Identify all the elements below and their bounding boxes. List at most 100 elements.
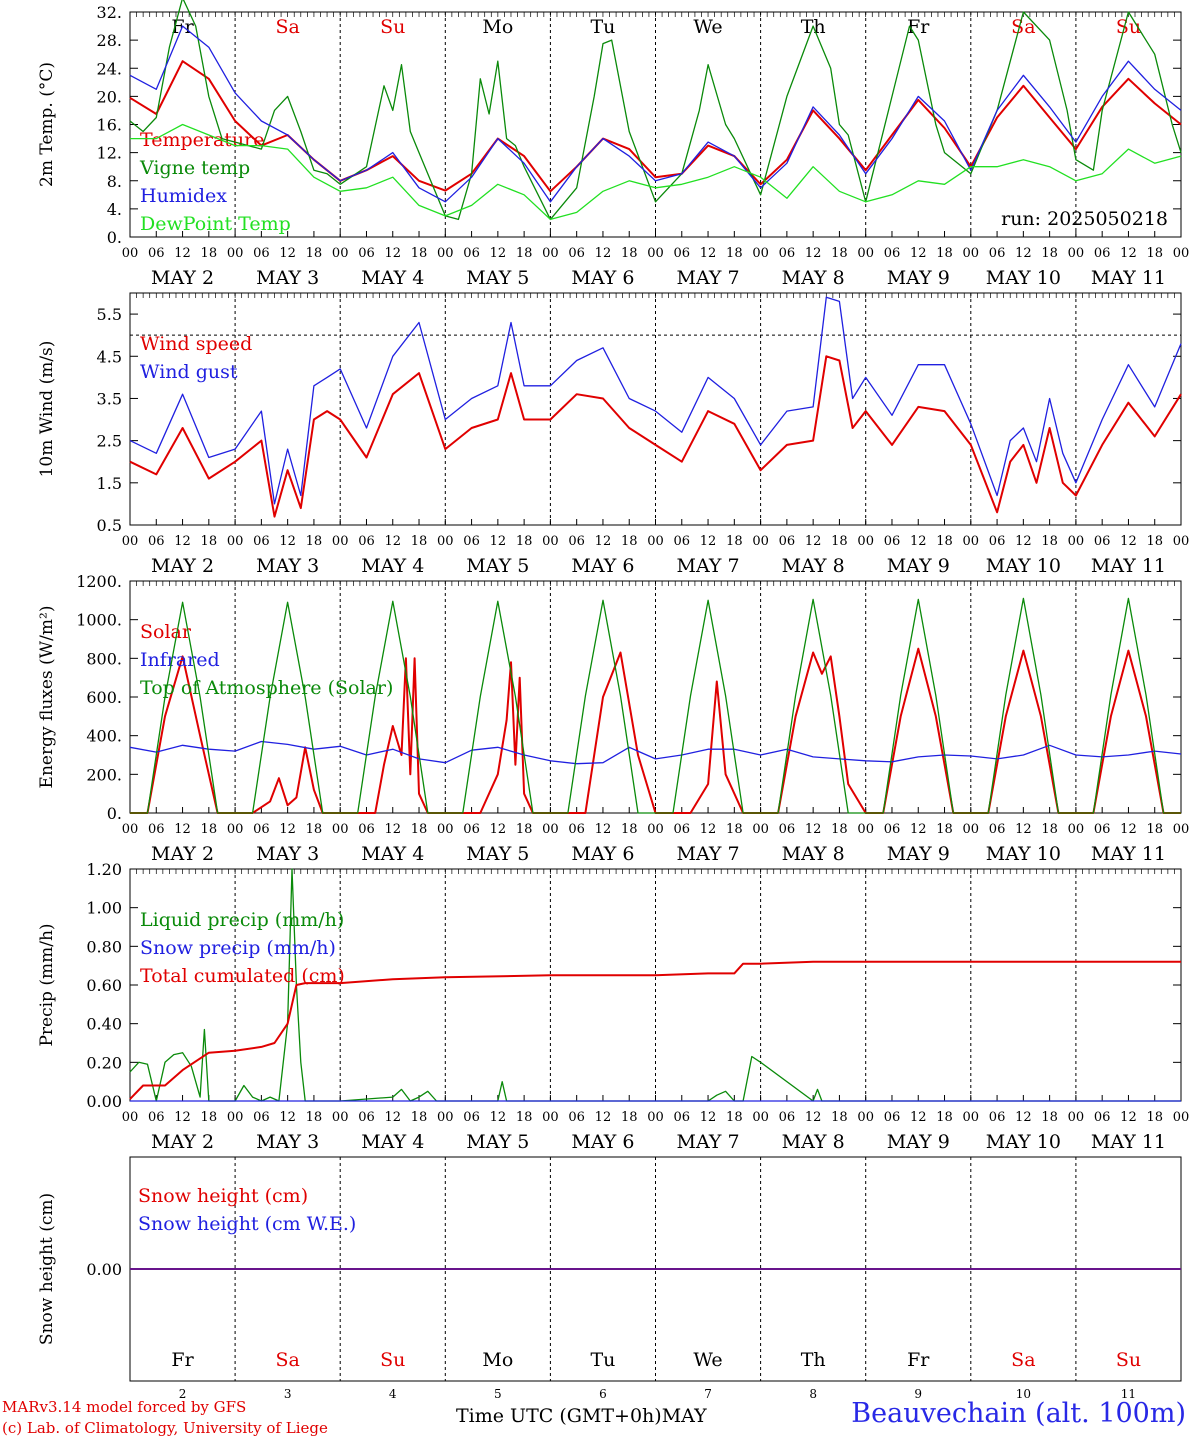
y-tick-label: 3.5 bbox=[97, 389, 122, 408]
x-hour-label: 18 bbox=[621, 534, 638, 549]
y-tick-label: 5.5 bbox=[97, 305, 122, 324]
x-date-label: MAY 4 bbox=[361, 267, 424, 289]
legend-entry: Liquid precip (mm/h) bbox=[140, 909, 344, 931]
x-hour-label: 18 bbox=[936, 822, 953, 837]
x-hour-label: 12 bbox=[1120, 534, 1137, 549]
x-hour-label: 00 bbox=[1173, 1110, 1190, 1125]
x-hour-label: 00 bbox=[122, 822, 139, 837]
x-hour-label: 12 bbox=[805, 822, 822, 837]
x-hour-label: 00 bbox=[542, 246, 559, 261]
y-tick-label: 24. bbox=[97, 59, 122, 78]
x-hour-label: 12 bbox=[1120, 246, 1137, 261]
day-number: 2 bbox=[179, 1387, 187, 1401]
series-line bbox=[129, 0, 1182, 221]
day-name: Tu bbox=[590, 1349, 615, 1371]
x-hour-label: 18 bbox=[621, 1110, 638, 1125]
x-hour-label: 00 bbox=[332, 246, 349, 261]
x-hour-label: 12 bbox=[1120, 822, 1137, 837]
y-tick-label: 20. bbox=[97, 87, 122, 106]
x-hour-label: 12 bbox=[700, 534, 717, 549]
x-hour-label: 12 bbox=[384, 822, 401, 837]
x-hour-label: 18 bbox=[201, 822, 218, 837]
y-tick-label: 600. bbox=[86, 688, 122, 707]
x-hour-label: 06 bbox=[779, 1110, 796, 1125]
x-hour-label: 18 bbox=[306, 534, 323, 549]
x-hour-label: 12 bbox=[279, 1110, 296, 1125]
x-hour-label: 18 bbox=[201, 534, 218, 549]
x-hour-label: 00 bbox=[963, 1110, 980, 1125]
x-hour-label: 18 bbox=[1146, 1110, 1163, 1125]
x-hour-label: 06 bbox=[884, 822, 901, 837]
series-line bbox=[129, 355, 1182, 518]
x-hour-label: 00 bbox=[752, 246, 769, 261]
x-hour-label: 12 bbox=[490, 246, 507, 261]
x-hour-label: 06 bbox=[884, 534, 901, 549]
x-date-label: MAY 7 bbox=[677, 267, 740, 289]
legend-entry: Vigne temp bbox=[139, 157, 250, 179]
day-number: 4 bbox=[389, 1387, 397, 1401]
day-number: 10 bbox=[1016, 1387, 1031, 1401]
x-hour-label: 18 bbox=[201, 246, 218, 261]
x-hour-label: 06 bbox=[358, 1110, 375, 1125]
x-hour-label: 06 bbox=[463, 246, 480, 261]
x-hour-label: 18 bbox=[936, 1110, 953, 1125]
x-hour-label: 18 bbox=[306, 822, 323, 837]
x-hour-label: 12 bbox=[384, 534, 401, 549]
x-hour-label: 06 bbox=[148, 534, 165, 549]
x-date-label: MAY 10 bbox=[986, 555, 1061, 577]
x-hour-label: 18 bbox=[1041, 534, 1058, 549]
x-hour-label: 12 bbox=[279, 534, 296, 549]
x-date-label: MAY 4 bbox=[361, 843, 424, 865]
x-date-label: MAY 6 bbox=[571, 1131, 634, 1153]
y-tick-label: 8. bbox=[107, 172, 122, 191]
legend-entry: DewPoint Temp bbox=[140, 213, 291, 235]
x-hour-label: 00 bbox=[647, 534, 664, 549]
x-hour-label: 00 bbox=[542, 822, 559, 837]
y-tick-label: 0.80 bbox=[86, 937, 122, 956]
x-date-label: MAY 3 bbox=[256, 555, 319, 577]
x-date-label: MAY 3 bbox=[256, 1131, 319, 1153]
x-hour-label: 00 bbox=[542, 534, 559, 549]
day-name: Su bbox=[380, 16, 405, 38]
series-line bbox=[129, 960, 1181, 1100]
legend-entry: Snow height (cm) bbox=[138, 1185, 308, 1207]
x-hour-label: 06 bbox=[884, 1110, 901, 1125]
x-hour-label: 00 bbox=[227, 534, 244, 549]
x-hour-label: 00 bbox=[963, 534, 980, 549]
y-tick-label: 0. bbox=[107, 228, 122, 247]
legend-entry: Wind speed bbox=[140, 333, 252, 355]
x-hour-label: 18 bbox=[411, 822, 428, 837]
x-hour-label: 00 bbox=[857, 534, 874, 549]
y-tick-label: 0.5 bbox=[97, 516, 122, 535]
x-hour-label: 06 bbox=[1094, 246, 1111, 261]
day-name: Su bbox=[380, 1349, 405, 1371]
day-number: 9 bbox=[914, 1387, 922, 1401]
day-number: 6 bbox=[599, 1387, 607, 1401]
x-hour-label: 00 bbox=[437, 1110, 454, 1125]
y-tick-label: 0.40 bbox=[86, 1015, 122, 1034]
x-date-label: MAY 9 bbox=[887, 843, 950, 865]
day-number: 11 bbox=[1121, 1387, 1136, 1401]
x-date-label: MAY 9 bbox=[887, 555, 950, 577]
x-date-label: MAY 5 bbox=[466, 267, 529, 289]
series-line bbox=[129, 296, 1182, 505]
x-hour-label: 12 bbox=[805, 534, 822, 549]
legend-entry: Snow precip (mm/h) bbox=[140, 937, 336, 959]
panel-5: 0.00 Snow height (cm) Fr 2 Sa 3 Su 4 Mo 5 Tu 6 We 7 Th… bbox=[37, 1156, 1182, 1401]
x-date-label: MAY 3 bbox=[256, 843, 319, 865]
x-hour-label: 12 bbox=[1015, 246, 1032, 261]
x-hour-label: 18 bbox=[516, 246, 533, 261]
legend-entry: Total cumulated (cm) bbox=[140, 965, 345, 987]
x-hour-label: 18 bbox=[411, 246, 428, 261]
x-hour-label: 00 bbox=[1068, 1110, 1085, 1125]
day-name: Sa bbox=[1011, 1349, 1035, 1371]
x-date-label: MAY 2 bbox=[151, 267, 214, 289]
x-hour-label: 18 bbox=[516, 822, 533, 837]
x-hour-label: 00 bbox=[1173, 534, 1190, 549]
x-hour-label: 00 bbox=[1068, 246, 1085, 261]
x-hour-label: 06 bbox=[568, 1110, 585, 1125]
legend-entry: Snow height (cm W.E.) bbox=[138, 1213, 356, 1235]
x-hour-label: 12 bbox=[595, 1110, 612, 1125]
y-tick-label: 1200. bbox=[76, 572, 122, 591]
panel-2: 0.5 1.5 2.5 3.5 4.5 5.5 10m Wind (m/s) 00 06 12 18… bbox=[37, 292, 1190, 577]
